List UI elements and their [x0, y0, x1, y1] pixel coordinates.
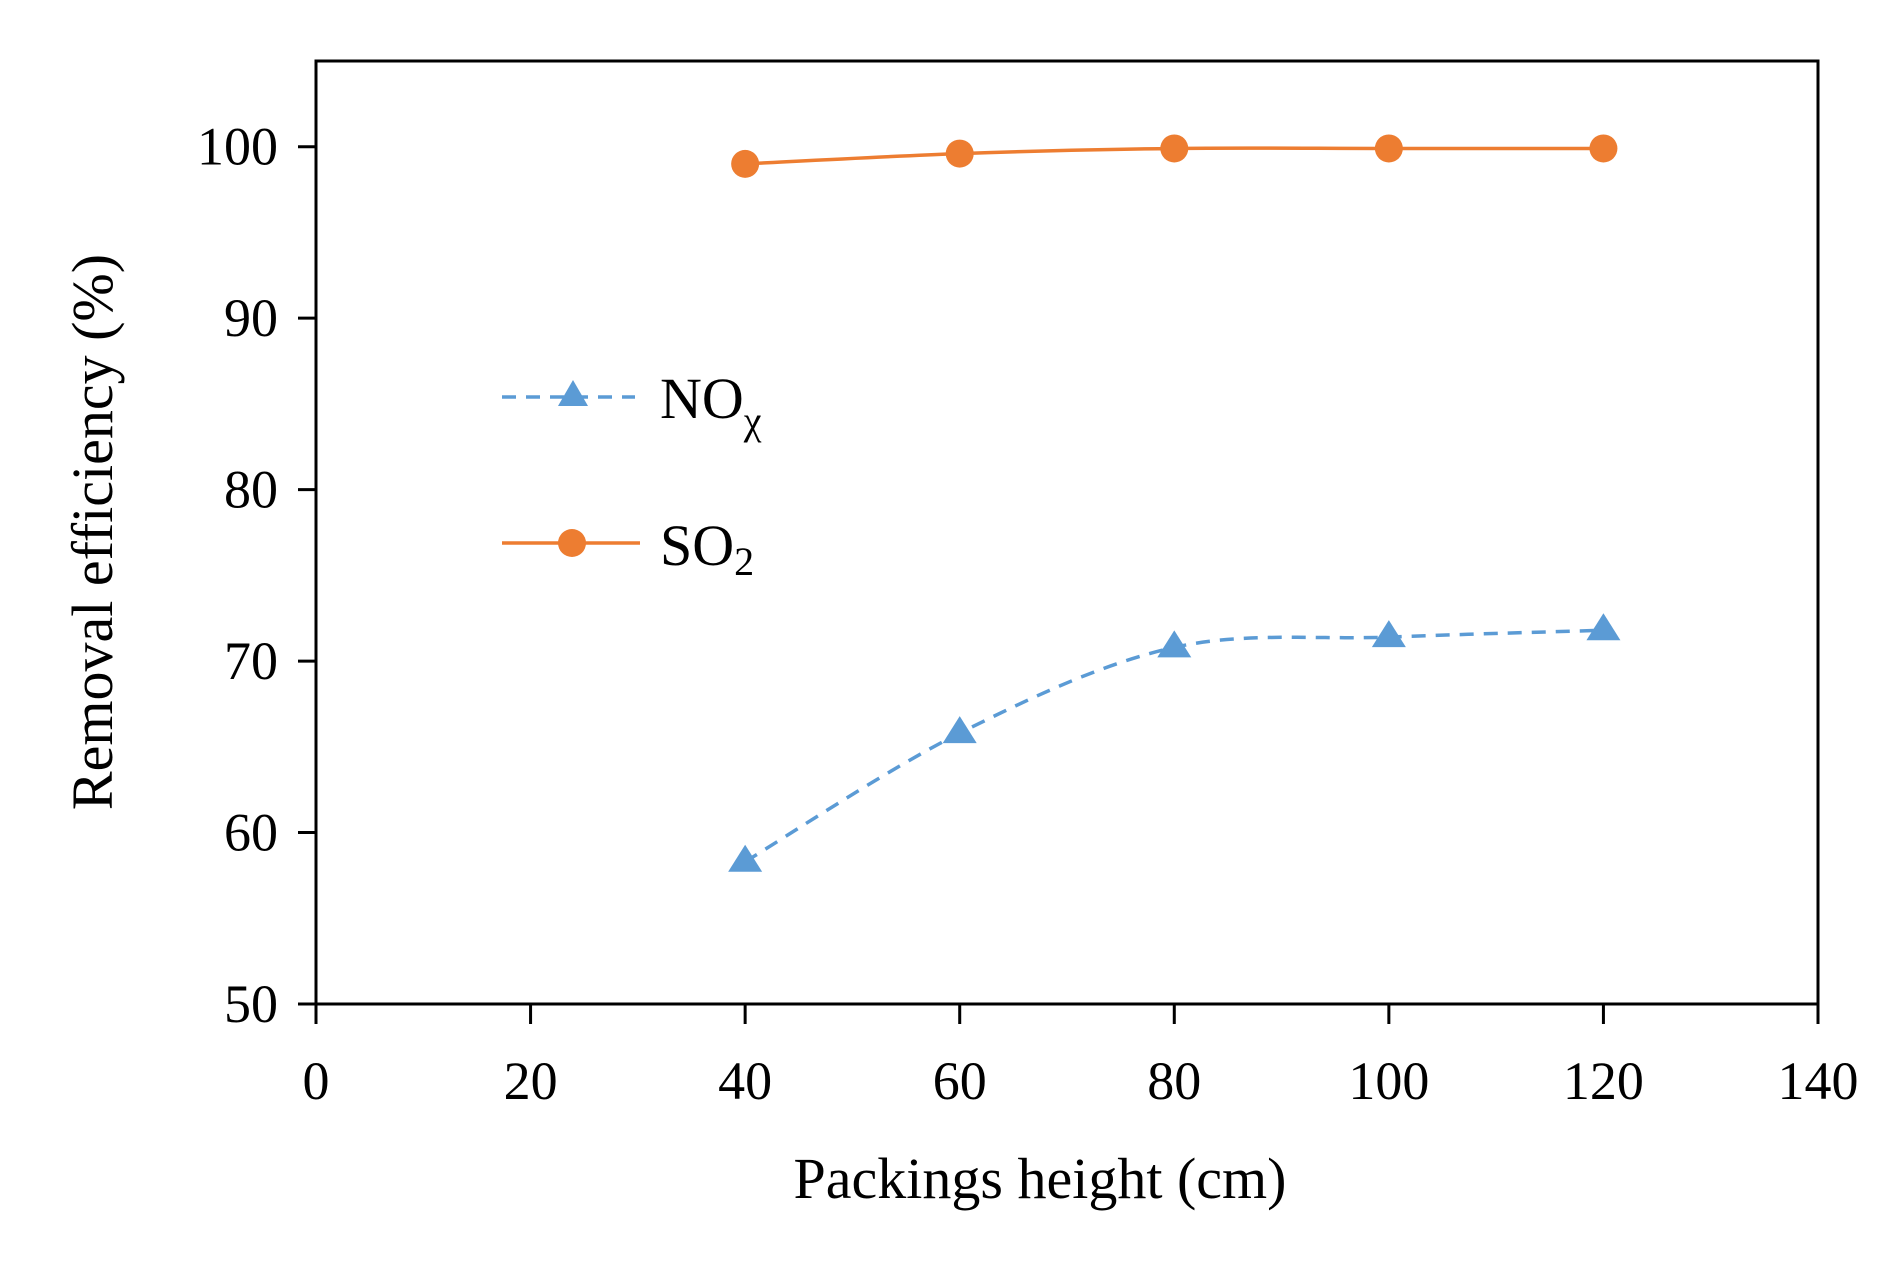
x-tick-label: 120 — [1563, 1051, 1644, 1111]
x-tick-label: 0 — [303, 1051, 330, 1111]
y-tick-label: 60 — [224, 803, 278, 863]
data-point-so2 — [1160, 134, 1189, 163]
data-point-so2 — [1589, 134, 1618, 163]
legend-entry-nox: NOχ — [502, 366, 762, 443]
x-tick-label: 140 — [1778, 1051, 1859, 1111]
data-point-nox — [728, 844, 763, 872]
x-axis-ticks: 0 20 40 60 80 100 120 140 — [303, 1004, 1859, 1111]
x-tick-label: 20 — [504, 1051, 558, 1111]
data-point-so2 — [1374, 134, 1403, 163]
legend: NOχ SO2 — [502, 366, 762, 584]
legend-entry-so2: SO2 — [502, 513, 754, 584]
data-point-nox — [1157, 630, 1192, 658]
y-tick-label: 90 — [224, 288, 278, 348]
x-tick-label: 60 — [933, 1051, 987, 1111]
y-axis-title: Removal efficiency (%) — [60, 254, 125, 810]
data-point-nox — [942, 716, 977, 744]
x-tick-label: 40 — [718, 1051, 772, 1111]
series-layer — [728, 134, 1621, 872]
data-point-nox — [1371, 620, 1406, 648]
y-axis-ticks: 50 60 70 80 90 100 — [197, 117, 316, 1034]
data-point-so2 — [945, 139, 974, 168]
data-point-nox — [1586, 613, 1621, 641]
plot-area-frame — [314, 59, 1820, 1006]
y-tick-label: 50 — [224, 974, 278, 1034]
data-point-so2 — [731, 149, 760, 178]
legend-marker-nox — [558, 380, 588, 406]
series-line-nox — [744, 628, 1604, 864]
legend-label-so2: SO2 — [660, 513, 754, 584]
x-tick-label: 80 — [1147, 1051, 1201, 1111]
legend-label-nox: NOχ — [660, 366, 762, 443]
x-axis-title: Packings height (cm) — [794, 1146, 1287, 1211]
x-tick-label: 100 — [1348, 1051, 1429, 1111]
y-tick-label: 70 — [224, 631, 278, 691]
y-tick-label: 80 — [224, 460, 278, 520]
legend-marker-so2 — [558, 529, 586, 557]
y-tick-label: 100 — [197, 117, 278, 177]
